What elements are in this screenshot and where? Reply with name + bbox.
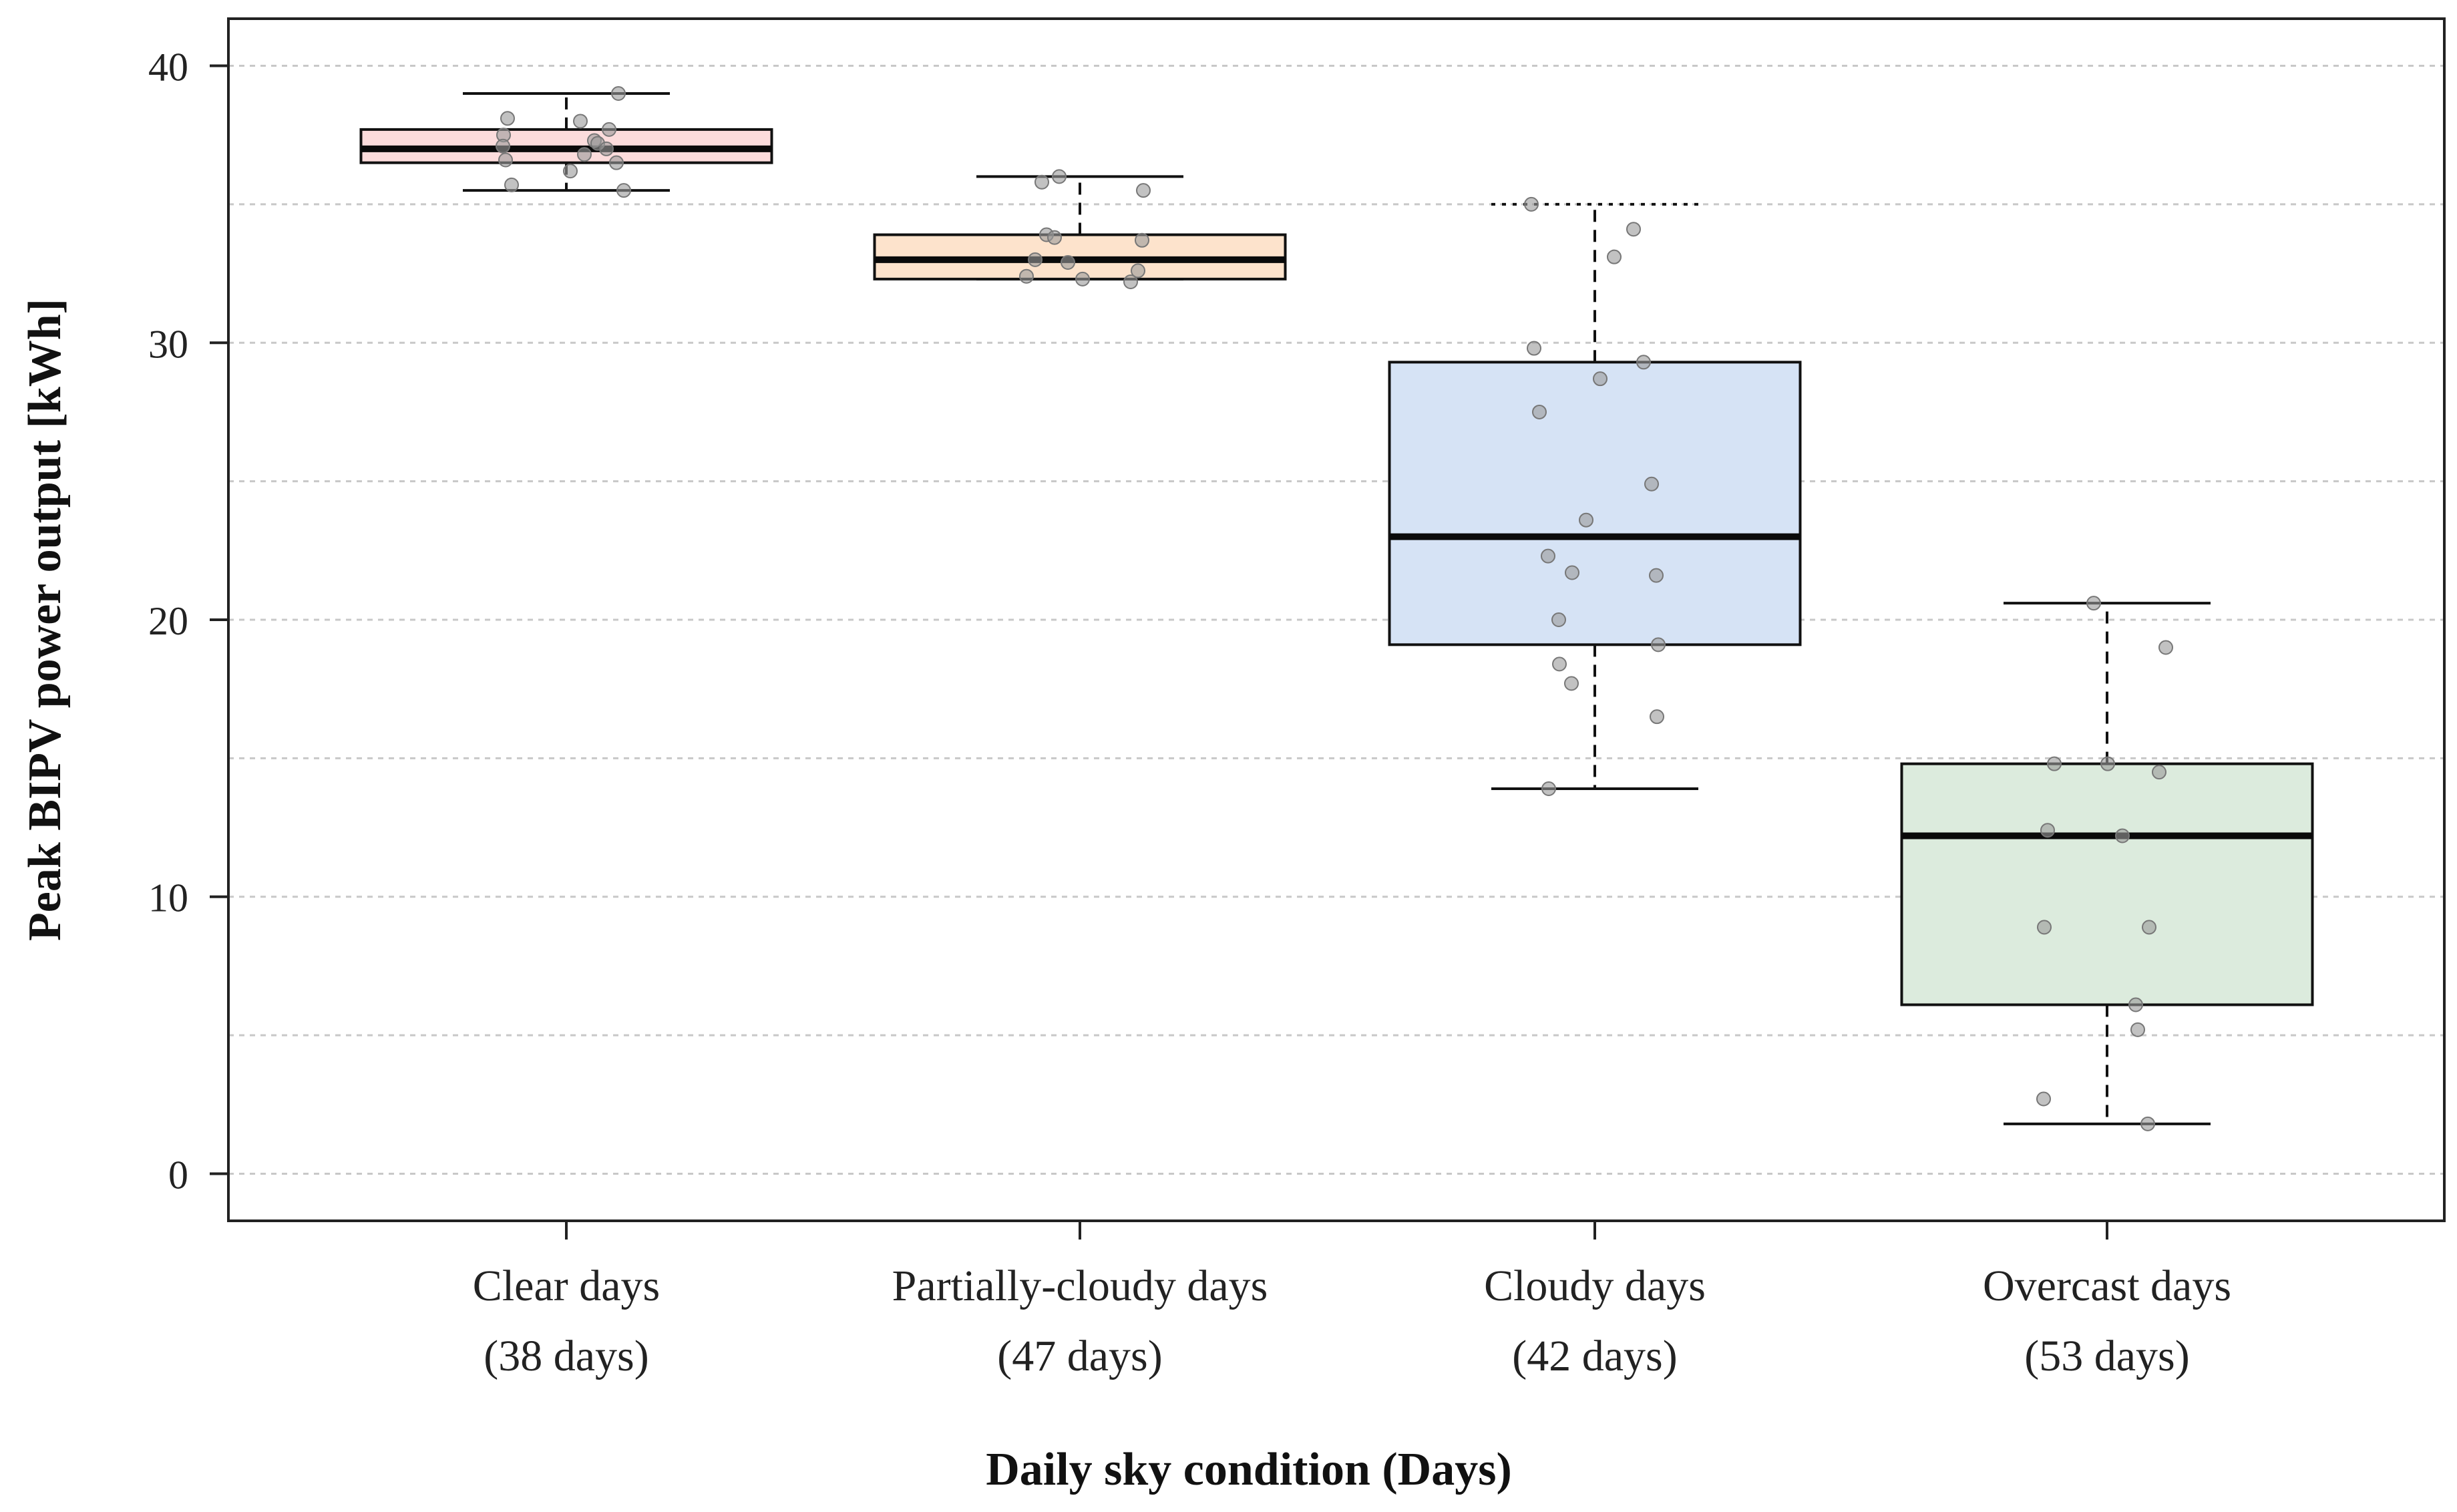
y-tick-label: 10	[148, 876, 188, 920]
data-point	[1564, 676, 1579, 691]
data-point	[498, 152, 513, 168]
data-point	[1052, 169, 1067, 184]
data-point	[504, 177, 519, 192]
data-point	[500, 111, 515, 126]
iqr-box	[1388, 361, 1802, 646]
gridlines	[228, 65, 2444, 1175]
data-point	[1136, 183, 1151, 198]
data-point	[1649, 568, 1664, 583]
data-point	[2142, 920, 2156, 935]
y-tick-label: 40	[148, 45, 188, 89]
x-tick-label: Partially-cloudy days	[892, 1262, 1268, 1310]
data-point	[1541, 548, 1555, 564]
jitter-points	[496, 85, 2173, 1131]
data-point	[2037, 920, 2052, 935]
data-point	[611, 85, 626, 101]
data-point	[2047, 756, 2062, 771]
data-point	[563, 164, 578, 179]
data-point	[1527, 341, 1541, 356]
data-point	[1135, 232, 1149, 248]
y-axis-title: Peak BIPV power output [kWh]	[19, 299, 71, 941]
data-point	[1131, 263, 1145, 278]
data-point	[1524, 196, 1539, 212]
y-tick-label: 0	[168, 1153, 188, 1197]
x-tick-label: Cloudy days	[1484, 1262, 1706, 1310]
data-point	[1123, 274, 1138, 290]
data-point	[1650, 709, 1664, 725]
x-tick-sublabel: (53 days)	[2024, 1332, 2189, 1380]
data-point	[1019, 268, 1034, 284]
data-point	[577, 147, 592, 162]
data-point	[2130, 1022, 2145, 1037]
x-tick-sublabel: (42 days)	[1512, 1332, 1677, 1380]
data-point	[1651, 637, 1666, 652]
data-point	[1047, 230, 1062, 245]
data-point	[599, 141, 614, 156]
data-point	[1644, 476, 1659, 492]
data-point	[2158, 640, 2173, 655]
data-point	[1626, 222, 1641, 237]
data-point	[1552, 656, 1567, 672]
axes: 0 10 20 30 40 Clear days (38 days) Partially-cl…	[148, 45, 2231, 1380]
box-group	[1388, 202, 1802, 790]
data-point	[2140, 1116, 2155, 1131]
data-point	[1075, 271, 1090, 287]
data-point	[1636, 355, 1651, 370]
data-point	[1593, 371, 1608, 387]
data-point	[2086, 596, 2101, 611]
box-group	[873, 175, 1287, 280]
data-point	[616, 183, 631, 198]
data-point	[1551, 612, 1566, 627]
data-point	[1565, 565, 1579, 580]
data-point	[2040, 823, 2055, 838]
data-point	[1061, 254, 1075, 270]
data-point	[1579, 512, 1593, 528]
x-tick-label: Overcast days	[1983, 1262, 2231, 1310]
data-point	[602, 122, 616, 137]
y-tick-label: 20	[148, 599, 188, 643]
box-series	[359, 91, 2314, 1125]
data-point	[1541, 781, 1556, 796]
x-tick-sublabel: (47 days)	[997, 1332, 1162, 1380]
x-tick-label: Clear days	[473, 1262, 660, 1310]
y-tick-label: 30	[148, 322, 188, 366]
data-point	[2128, 997, 2143, 1012]
data-point	[1532, 404, 1547, 419]
data-point	[609, 155, 624, 170]
x-axis-title: Daily sky condition (Days)	[986, 1444, 1512, 1495]
data-point	[2036, 1091, 2051, 1107]
box-group	[359, 91, 773, 192]
x-tick-sublabel: (38 days)	[484, 1332, 648, 1380]
data-point	[2115, 828, 2130, 843]
data-point	[1028, 252, 1043, 267]
data-point	[1034, 174, 1049, 190]
box-group	[1900, 602, 2314, 1125]
data-point	[496, 138, 510, 154]
iqr-box	[1900, 762, 2314, 1006]
data-point	[1607, 249, 1622, 264]
data-point	[573, 114, 588, 129]
data-point	[2152, 765, 2166, 780]
data-point	[2100, 756, 2115, 771]
